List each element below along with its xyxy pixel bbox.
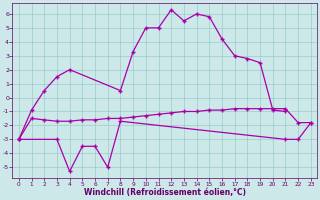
X-axis label: Windchill (Refroidissement éolien,°C): Windchill (Refroidissement éolien,°C) (84, 188, 246, 197)
